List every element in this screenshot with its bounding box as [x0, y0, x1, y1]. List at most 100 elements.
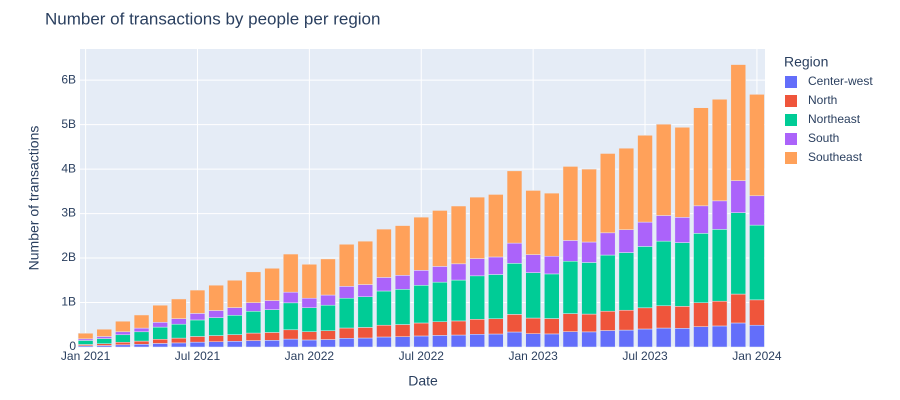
bar-segment [338, 327, 355, 339]
bar-segment [488, 318, 504, 335]
bars [77, 64, 765, 348]
bar-segment [730, 180, 746, 213]
bar-segment [115, 341, 131, 346]
bar-segment [301, 307, 318, 332]
bar-segment [357, 327, 374, 339]
bar-segment [208, 335, 224, 343]
bar-segment [693, 326, 709, 348]
legend-swatch [785, 95, 797, 107]
bar-segment [320, 304, 336, 331]
bar-segment [338, 297, 355, 329]
bar-segment [301, 297, 318, 308]
bar-segment [96, 343, 112, 346]
bar-segment [357, 284, 374, 297]
bar-segment [376, 336, 392, 348]
bar-segment [450, 320, 467, 336]
y-tick-label: 5B [61, 117, 76, 131]
bar-segment [711, 325, 728, 348]
bar-segment [618, 229, 635, 253]
bar-segment [544, 273, 560, 319]
bar-segment [488, 333, 504, 348]
bar-segment [264, 268, 280, 301]
bar-segment [562, 331, 579, 348]
bar-segment [600, 254, 616, 312]
legend-label: Southeast [808, 150, 863, 164]
legend-swatch [785, 152, 797, 164]
bar-segment [544, 192, 560, 257]
bar-segment [227, 334, 243, 342]
bar-segment [152, 343, 168, 348]
bar-segment [655, 327, 672, 348]
bar-segment [432, 210, 448, 267]
bar-segment [730, 293, 746, 324]
bar-segment [562, 260, 579, 314]
bar-segment [655, 123, 672, 216]
legend-title: Region [784, 54, 828, 70]
bar-segment [189, 319, 206, 337]
bar-segment [338, 286, 355, 299]
bar-segment [320, 330, 336, 340]
bar-segment [245, 340, 262, 348]
bar-segment [693, 233, 709, 303]
bar-segment [394, 324, 411, 337]
bar-segment [432, 266, 448, 283]
bar-segment [450, 279, 467, 322]
bar-segment [469, 334, 485, 348]
bar-segment [152, 326, 168, 340]
y-tick-label: 6B [61, 72, 76, 86]
bar-segment [730, 322, 746, 348]
x-tick-label: Jul 2021 [175, 349, 221, 363]
bar-segment [693, 205, 709, 234]
legend-swatch [785, 133, 797, 145]
bar-segment [413, 335, 429, 348]
bar-segment [637, 328, 653, 348]
bar-segment [674, 328, 691, 348]
bar-segment [711, 300, 728, 327]
bar-segment [488, 256, 504, 275]
bar-segment [96, 336, 112, 339]
bar-segment [264, 300, 280, 310]
bar-segment [749, 94, 765, 197]
bar-segment [133, 327, 150, 333]
bar-segment [637, 246, 653, 309]
bar-segment [227, 279, 243, 308]
bar-segment [208, 317, 224, 336]
bar-segment [171, 298, 187, 319]
bar-segment [320, 258, 336, 296]
bar-segment [655, 240, 672, 307]
bar-segment [674, 127, 691, 218]
bar-segment [283, 329, 299, 340]
bar-segment [77, 340, 94, 345]
legend-label: South [808, 131, 839, 145]
bar-segment [749, 299, 765, 326]
chart-title: Number of transactions by people per reg… [45, 9, 380, 28]
bar-segment [693, 302, 709, 327]
bar-segment [711, 200, 728, 230]
bar-segment [189, 289, 206, 314]
bar-segment [152, 304, 168, 323]
bar-segment [413, 270, 429, 286]
bar-segment [581, 331, 597, 348]
bar-segment [96, 328, 112, 337]
bar-segment [301, 339, 318, 348]
bar-segment [227, 315, 243, 335]
bar-segment [581, 313, 597, 333]
bar-segment [544, 255, 560, 275]
bar-segment [283, 253, 299, 293]
bar-segment [432, 335, 448, 348]
bar-segment [133, 344, 150, 348]
bar-segment [96, 338, 112, 344]
bar-segment [506, 331, 523, 348]
bar-segment [227, 307, 243, 316]
bar-segment [245, 332, 262, 341]
bar-segment [525, 254, 541, 273]
bar-segment [264, 309, 280, 333]
bar-segment [450, 205, 467, 265]
bar-segment [618, 252, 635, 311]
bar-segment [227, 341, 243, 348]
bar-segment [171, 337, 187, 344]
bar-segment [469, 258, 485, 277]
bar-segment [450, 263, 467, 281]
bar-segment [600, 153, 616, 234]
bar-segment [394, 225, 411, 276]
